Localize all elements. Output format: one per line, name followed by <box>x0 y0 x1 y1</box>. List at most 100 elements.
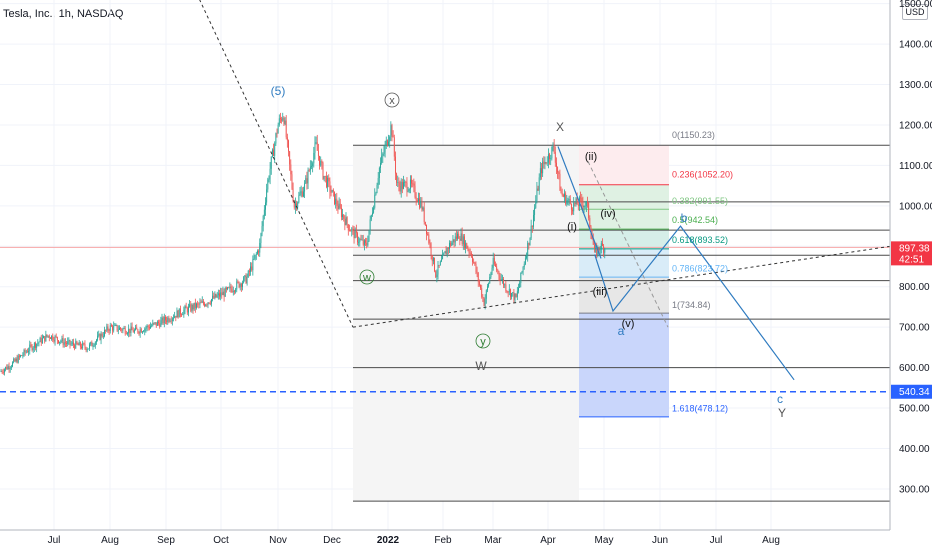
candle-up <box>71 342 73 344</box>
candle-up <box>227 287 228 290</box>
candle-down <box>580 197 582 199</box>
candle-up <box>113 325 115 331</box>
candle-up <box>235 289 237 292</box>
candle-down <box>423 207 425 222</box>
candle-up <box>584 205 586 207</box>
candle-up <box>384 145 386 153</box>
wave-projection-path <box>594 225 795 381</box>
candle-up <box>604 249 606 253</box>
currency-badge[interactable]: USD <box>902 4 928 20</box>
candle-up <box>17 355 19 363</box>
candle-up <box>454 236 456 243</box>
candle-down <box>543 161 545 164</box>
candle-up <box>269 168 271 179</box>
candle-up <box>504 284 506 286</box>
candle-up <box>261 226 263 234</box>
candle-down <box>577 204 579 206</box>
candle-up <box>420 200 422 208</box>
candle-up <box>96 339 97 343</box>
candle-down <box>66 343 67 344</box>
fib-level-labels: 0(1150.23) 0.236(1052.20) 0.382(991.55) 0.5… <box>672 130 733 413</box>
candle-up <box>266 189 268 203</box>
candle-down <box>468 249 470 253</box>
candle-down <box>430 244 432 256</box>
candle-down <box>316 142 318 151</box>
candle-down <box>40 337 42 343</box>
candle-up <box>304 183 306 192</box>
candle-up <box>484 298 486 306</box>
candle-up <box>89 344 90 349</box>
candle-down <box>428 234 430 243</box>
candle-up <box>573 202 575 212</box>
candle-up <box>452 239 454 243</box>
candle-up <box>15 358 17 362</box>
candle-down <box>415 196 417 200</box>
candle-up <box>38 342 40 343</box>
candle-down <box>401 181 403 189</box>
candle-down <box>81 346 82 349</box>
candle-up <box>236 281 238 290</box>
candle-up <box>409 179 411 190</box>
candle-down <box>324 175 326 177</box>
candle-up <box>368 230 370 241</box>
candle-down <box>395 156 396 174</box>
candle-up <box>224 287 226 297</box>
candle-down <box>50 337 51 339</box>
candle-down <box>6 366 8 370</box>
candle-down <box>200 302 202 304</box>
alert-price-tag <box>891 384 932 399</box>
candle-down <box>18 355 20 357</box>
candle-down <box>406 182 408 192</box>
candle-up <box>564 193 565 197</box>
countdown-timer: 42:51 <box>899 254 924 265</box>
candle-down <box>561 193 563 195</box>
candle-down <box>498 271 500 277</box>
candle-up <box>174 315 176 318</box>
candle-up <box>92 345 94 347</box>
candle-down <box>553 144 555 152</box>
candle-down <box>334 191 335 204</box>
x-tick-label: Jul <box>710 535 723 546</box>
candle-down <box>175 315 177 318</box>
horizontal-levels <box>0 144 890 502</box>
candle-down <box>74 345 76 349</box>
candle-up <box>271 149 273 157</box>
candle-down <box>125 333 127 335</box>
candle-down <box>355 230 357 234</box>
candle-down <box>328 177 330 182</box>
candle-down <box>185 306 187 309</box>
candle-down <box>344 218 346 226</box>
candle-down <box>21 355 23 357</box>
candle-up <box>161 317 163 321</box>
candle-up <box>599 249 601 251</box>
candle-down <box>496 266 498 271</box>
candle-down <box>202 301 204 304</box>
candle-down <box>596 248 598 256</box>
candle-up <box>278 118 280 125</box>
candle-down <box>603 245 605 253</box>
candle-down <box>329 181 331 192</box>
x-tick-label: Feb <box>434 535 452 546</box>
wave-label-circle <box>359 269 375 285</box>
candle-up <box>160 320 162 327</box>
candle-up <box>51 335 53 339</box>
candle-down <box>155 322 157 326</box>
candle-down <box>44 336 46 342</box>
candle-up <box>274 143 276 156</box>
candle-up <box>145 327 147 329</box>
candle-up <box>252 258 254 271</box>
candle-down <box>136 327 138 330</box>
candle-up <box>93 345 95 347</box>
candle-up <box>313 152 315 164</box>
candle-up <box>315 142 317 144</box>
candle-up <box>33 343 35 348</box>
wave-label-circle <box>384 92 400 108</box>
candle-down <box>234 290 235 292</box>
candle-down <box>505 284 507 292</box>
candle-down <box>528 242 530 246</box>
candle-up <box>568 199 570 201</box>
candle-up <box>75 341 77 349</box>
chart-header-symbol[interactable]: Tesla, Inc., 1h, NASDAQ <box>3 8 124 20</box>
current-price-tag <box>891 241 932 266</box>
